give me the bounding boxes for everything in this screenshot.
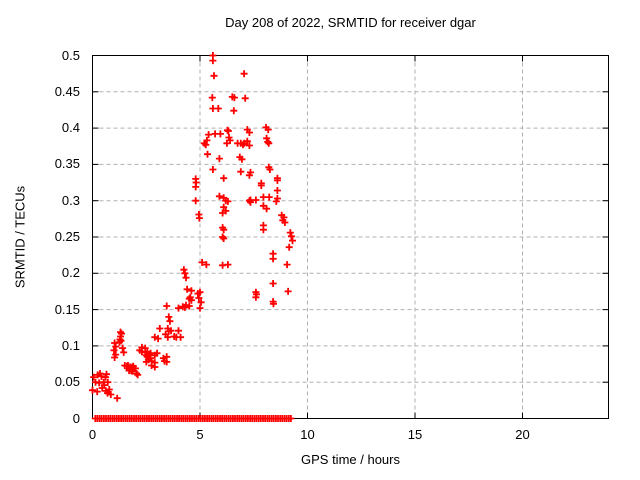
x-axis-label: GPS time / hours bbox=[301, 452, 400, 467]
x-tick-label: 15 bbox=[407, 427, 423, 442]
data-points bbox=[89, 52, 296, 422]
y-tick-label: 0.35 bbox=[54, 156, 80, 172]
y-tick-label: 0.1 bbox=[61, 337, 80, 353]
y-tick-label: 0 bbox=[72, 410, 80, 426]
y-tick-label: 0.15 bbox=[54, 301, 80, 317]
chart-title: Day 208 of 2022, SRMTID for receiver dga… bbox=[225, 15, 476, 30]
x-tick-label: 10 bbox=[300, 427, 315, 442]
y-tick-label: 0.45 bbox=[54, 83, 80, 99]
x-tick-label: 20 bbox=[515, 427, 530, 442]
y-tick-label: 0.5 bbox=[61, 47, 80, 63]
x-tick-label: 5 bbox=[196, 427, 204, 442]
y-tick-label: 0.2 bbox=[61, 265, 80, 281]
x-tick-label: 0 bbox=[88, 427, 97, 442]
y-tick-label: 0.05 bbox=[54, 374, 80, 390]
y-tick-label: 0.3 bbox=[61, 192, 80, 208]
y-tick-label: 0.4 bbox=[61, 120, 80, 136]
y-tick-label: 0.25 bbox=[54, 229, 80, 244]
